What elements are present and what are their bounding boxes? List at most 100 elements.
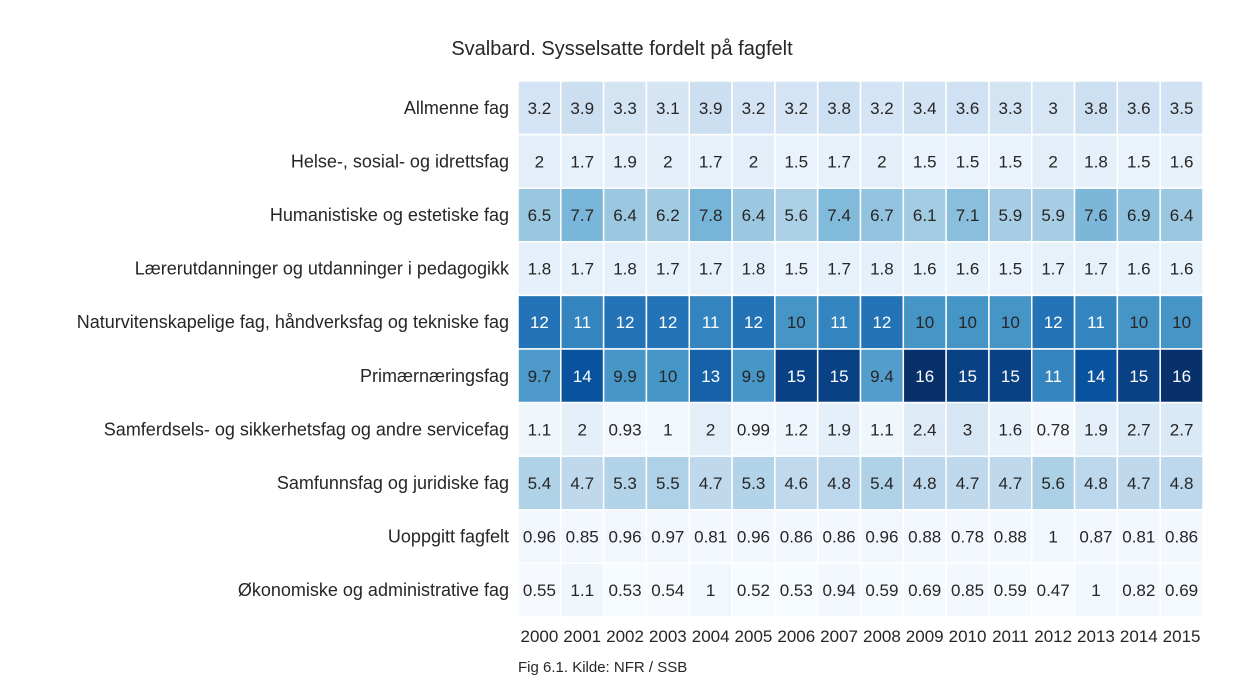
cell-value-label: 0.88 (908, 528, 941, 547)
cell-value-label: 12 (872, 313, 891, 332)
cell-value-label: 2 (706, 420, 715, 439)
cell-value-label: 1.7 (1041, 260, 1065, 279)
cell-value-label: 0.47 (1037, 581, 1070, 600)
cell-value-label: 1.6 (1127, 260, 1151, 279)
column-label: 2005 (735, 627, 773, 646)
cell-value-label: 2 (877, 152, 886, 171)
heatmap-cell (731, 562, 776, 618)
cell-value-label: 6.9 (1127, 206, 1151, 225)
heatmap-cell (602, 401, 648, 457)
cell-value-label: 1 (1048, 528, 1057, 547)
cell-value-label: 3 (963, 420, 972, 439)
cell-value-label: 6.5 (528, 206, 552, 225)
cell-value-label: 3.1 (656, 99, 680, 118)
cell-value-label: 3.3 (999, 99, 1023, 118)
heatmap-cell (1116, 455, 1161, 511)
heatmap-cell (859, 401, 905, 457)
heatmap-cell (945, 348, 990, 404)
heatmap-cell (1031, 562, 1076, 618)
chart-title: Svalbard. Sysselsatte fordelt på fagfelt (451, 38, 793, 60)
cell-value-label: 1.1 (870, 420, 894, 439)
column-label: 2013 (1077, 627, 1115, 646)
heatmap-cell (816, 562, 862, 618)
cell-value-label: 1.5 (956, 152, 980, 171)
cell-value-label: 3.8 (1084, 99, 1108, 118)
heatmap-cell (560, 294, 605, 350)
heatmap-cell (816, 80, 862, 136)
row-label: Samferdsels- og sikkerhetsfag og andre s… (104, 419, 509, 439)
cell-value-label: 1.1 (528, 420, 552, 439)
heatmap-cell (560, 348, 605, 404)
cell-value-label: 1.6 (1170, 260, 1194, 279)
cell-value-label: 2.7 (1127, 420, 1151, 439)
cell-value-label: 5.5 (656, 474, 680, 493)
cell-value-label: 14 (573, 367, 592, 386)
cell-value-label: 3 (1048, 99, 1057, 118)
cell-value-label: 3.9 (570, 99, 594, 118)
cell-value-label: 0.82 (1122, 581, 1155, 600)
heatmap-cell (602, 509, 648, 565)
cell-value-label: 4.8 (1170, 474, 1194, 493)
heatmap-cell (774, 562, 819, 618)
cell-value-label: 3.2 (528, 99, 552, 118)
cell-value-label: 0.85 (951, 581, 984, 600)
column-label: 2003 (649, 627, 687, 646)
cell-value-label: 1.6 (913, 260, 937, 279)
cell-value-label: 1.8 (742, 260, 766, 279)
cell-value-label: 1.5 (784, 152, 808, 171)
heatmap-cell (517, 348, 562, 404)
cell-value-label: 0.96 (608, 528, 641, 547)
cell-value-label: 6.4 (742, 206, 766, 225)
cell-value-label: 1.7 (827, 260, 851, 279)
heatmap-cell (988, 401, 1033, 457)
cell-value-label: 5.9 (1041, 206, 1065, 225)
heatmap-cell (1116, 133, 1161, 189)
row-label: Uoppgitt fagfelt (388, 527, 509, 547)
cell-value-label: 0.55 (523, 581, 556, 600)
cell-value-label: 0.88 (994, 528, 1027, 547)
cell-value-label: 1.7 (699, 152, 723, 171)
cell-value-label: 1.8 (1084, 152, 1108, 171)
row-label: Allmenne fag (404, 98, 509, 118)
column-label: 2007 (820, 627, 858, 646)
heatmap-cell (602, 562, 648, 618)
heatmap-cell (602, 455, 648, 511)
heatmap-cell (602, 241, 648, 297)
heatmap-cell (1116, 348, 1161, 404)
cell-value-label: 1.9 (1084, 420, 1108, 439)
cell-value-label: 1 (1091, 581, 1100, 600)
column-labels: 2000 2001 2002 2003 2004 2005 2006 2007 2008 2009… (520, 627, 1200, 646)
heatmap-cell (731, 80, 776, 136)
heatmap-cell (859, 455, 905, 511)
heatmap-cell (517, 133, 562, 189)
heatmap-cell (1159, 187, 1204, 243)
cell-value-label: 7.8 (699, 206, 723, 225)
cell-value-label: 1.6 (956, 260, 980, 279)
heatmap-cell (688, 133, 733, 189)
cell-value-label: 3.9 (699, 99, 723, 118)
cell-value-label: 1.5 (913, 152, 937, 171)
cell-value-label: 4.7 (1127, 474, 1151, 493)
row-label: Helse-, sosial- og idrettsfag (291, 151, 509, 171)
cell-value-label: 6.7 (870, 206, 894, 225)
cell-value-label: 1.5 (784, 260, 808, 279)
heatmap-cell (1159, 562, 1204, 618)
cell-value-label: 4.6 (784, 474, 808, 493)
heatmap-cell (859, 294, 905, 350)
cell-value-label: 4.7 (699, 474, 723, 493)
column-label: 2001 (563, 627, 601, 646)
cell-value-label: 2 (663, 152, 672, 171)
heatmap-cell (1031, 133, 1076, 189)
cell-value-label: 5.4 (870, 474, 894, 493)
cell-value-label: 1.5 (1127, 152, 1151, 171)
heatmap-cell (560, 401, 605, 457)
cell-value-label: 0.59 (994, 581, 1027, 600)
cell-value-label: 9.9 (742, 367, 766, 386)
cell-value-label: 3.2 (784, 99, 808, 118)
cell-value-label: 3.2 (870, 99, 894, 118)
cell-value-label: 0.85 (566, 528, 599, 547)
heatmap-cell (1159, 455, 1204, 511)
heatmap-cell (645, 294, 690, 350)
cell-value-label: 6.4 (1170, 206, 1194, 225)
cell-value-label: 0.59 (865, 581, 898, 600)
